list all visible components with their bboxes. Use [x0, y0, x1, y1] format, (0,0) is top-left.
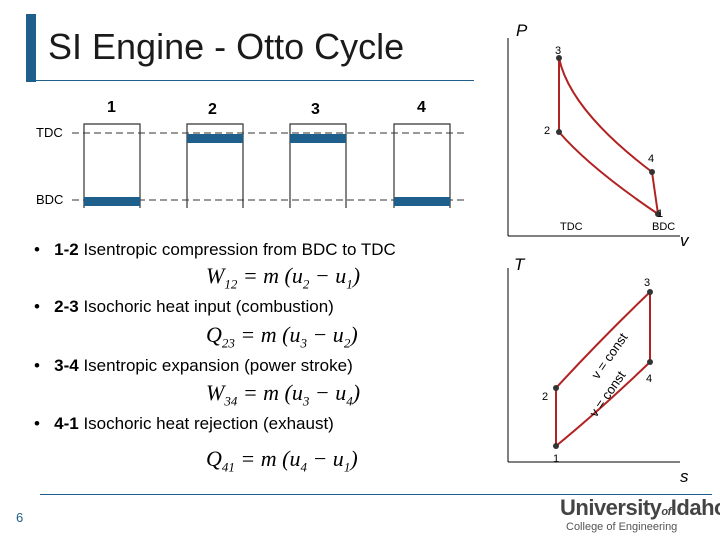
- ts-x-axis-label: s: [680, 467, 689, 486]
- ts-state-4-point: [647, 359, 653, 365]
- process-1-2-item: • 1-2 Isentropic compression from BDC to…: [34, 240, 396, 260]
- pv-state-2-point: [556, 129, 562, 135]
- ts-state-3-label: 3: [644, 277, 650, 289]
- process-description: Isochoric heat input (combustion): [83, 297, 334, 316]
- piston-position-2-label: 2: [208, 101, 217, 118]
- pv-state-1-point: [655, 211, 661, 217]
- pv-state-2-label: 2: [544, 125, 550, 137]
- process-4-1-item: • 4-1 Isochoric heat rejection (exhaust): [34, 414, 334, 434]
- pv-bdc-label: BDC: [652, 221, 675, 233]
- pv-state-3-label: 3: [555, 45, 561, 57]
- process-2-3-item: • 2-3 Isochoric heat input (combustion): [34, 297, 334, 317]
- page-number: 6: [16, 510, 24, 525]
- pv-state-3-point: [556, 55, 562, 61]
- logo-text-university: University: [560, 495, 662, 520]
- slide-title: SI Engine - Otto Cycle: [48, 26, 405, 67]
- piston-4: [394, 197, 450, 206]
- process-states: 4-1: [54, 414, 79, 433]
- cylinder-1: [83, 123, 141, 208]
- ts-state-4-label: 4: [646, 373, 652, 385]
- logo-subtitle: College of Engineering: [566, 521, 678, 533]
- bdc-label: BDC: [36, 192, 64, 207]
- title-accent-bar: [26, 14, 36, 82]
- pv-state-4-label: 4: [648, 153, 654, 165]
- pv-diagram: P v 3 2 4 1 TDC BDC: [507, 21, 690, 250]
- ts-state-1-label: 1: [553, 453, 559, 465]
- piston-position-4-label: 4: [417, 99, 426, 116]
- process-3-4-item: • 3-4 Isentropic expansion (power stroke…: [34, 356, 353, 376]
- bullet: •: [34, 414, 40, 433]
- logo-text-idaho: Idaho: [670, 495, 720, 520]
- bullet: •: [34, 240, 40, 259]
- ts-state-2-label: 2: [542, 391, 548, 403]
- process-description: Isentropic compression from BDC to TDC: [83, 240, 396, 259]
- process-description: Isentropic expansion (power stroke): [83, 356, 353, 375]
- process-states: 2-3: [54, 297, 79, 316]
- equation-w12: W12 = m (u2 − u1): [206, 263, 361, 292]
- pv-cycle-path: [558, 57, 660, 217]
- footer-divider: [40, 494, 712, 495]
- university-logo: UniversityofIdaho: [560, 495, 720, 521]
- pv-x-axis-label: v: [680, 231, 690, 250]
- piston-position-1-label: 1: [107, 99, 116, 116]
- ts-diagram: T s 1 2 3 4 v = const v = const: [507, 255, 689, 486]
- ts-state-3-point: [647, 289, 653, 295]
- bullet: •: [34, 297, 40, 316]
- process-states: 3-4: [54, 356, 79, 375]
- piston-position-3-label: 3: [311, 101, 320, 118]
- cylinder-4: [393, 123, 451, 208]
- title-underline: [28, 80, 474, 81]
- equation-q41: Q41 = m (u4 − u1): [206, 446, 358, 475]
- pv-tdc-label: TDC: [560, 221, 583, 233]
- ts-y-axis-label: T: [514, 255, 526, 274]
- cylinder-2: [186, 123, 244, 208]
- pv-y-axis-label: P: [516, 21, 528, 40]
- piston-1: [84, 197, 140, 206]
- pv-state-1-label: 1: [657, 208, 663, 220]
- piston-3: [290, 134, 346, 143]
- logo-text-of: of: [661, 506, 671, 518]
- process-description: Isochoric heat rejection (exhaust): [83, 414, 334, 433]
- piston-2: [187, 134, 243, 143]
- equation-w34: W34 = m (u3 − u4): [206, 380, 361, 409]
- bullet: •: [34, 356, 40, 375]
- process-states: 1-2: [54, 240, 79, 259]
- ts-state-1-point: [553, 443, 559, 449]
- pv-state-4-point: [649, 169, 655, 175]
- equation-q23: Q23 = m (u3 − u2): [206, 322, 358, 351]
- ts-state-2-point: [553, 385, 559, 391]
- cylinder-3: [289, 123, 347, 208]
- tdc-label: TDC: [36, 125, 63, 140]
